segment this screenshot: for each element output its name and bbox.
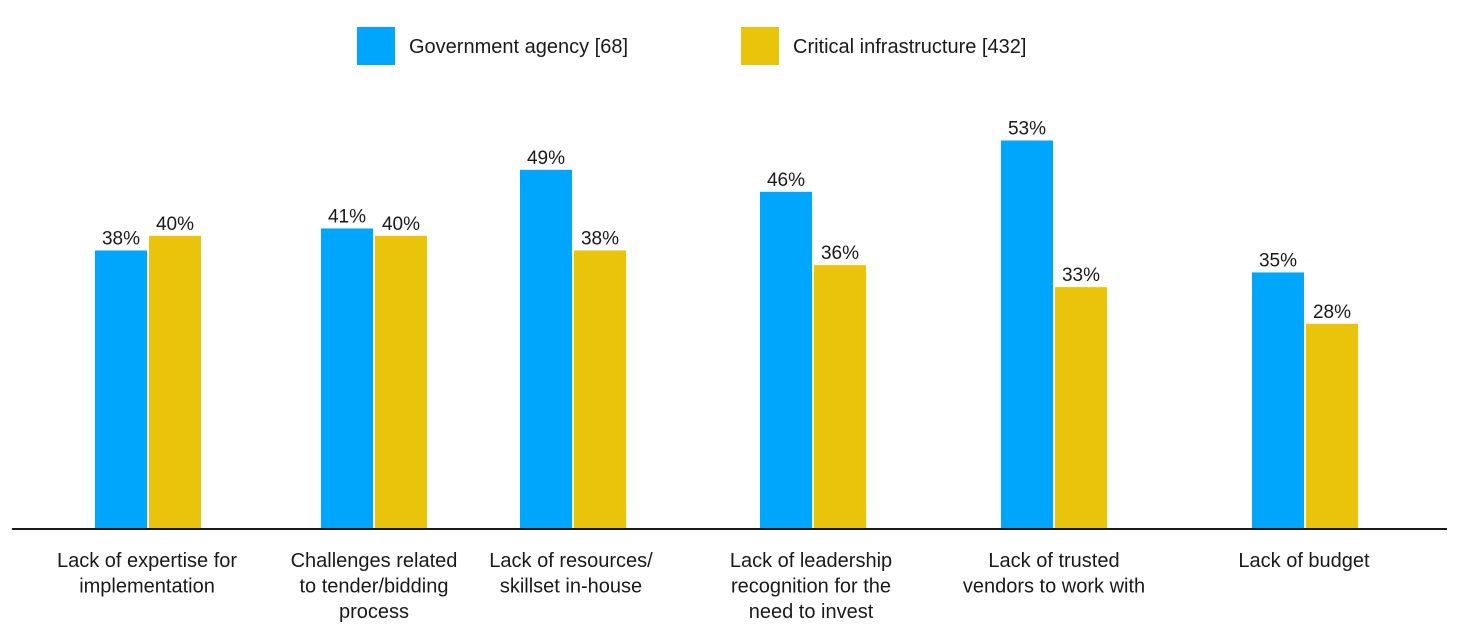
bar-series0-cat5 [1252,272,1304,529]
bar-series0-cat3 [760,191,812,529]
bar-series1-cat0 [149,235,201,530]
value-label-series1-cat5: 28% [1313,302,1351,323]
category-label-3: Lack of leadership recognition for the nee… [730,550,892,623]
value-label-series1-cat0: 40% [156,214,194,235]
value-label-series0-cat0: 38% [102,228,140,249]
bar-series1-cat3 [814,265,866,529]
category-labels: Lack of expertise for implementation Chall… [57,550,1370,623]
bar-series0-cat0 [95,250,147,529]
category-label-5: Lack of budget [1238,550,1370,572]
bar-series0-cat4 [1001,140,1053,529]
bar-series1-cat5 [1306,323,1358,529]
bar-series0-cat2 [520,169,572,529]
legend-label-0: Government agency [68] [409,36,628,58]
legend: Government agency [68] Critical infrastru… [357,27,1026,65]
bars [95,140,1358,530]
bar-series1-cat4 [1055,287,1107,529]
legend-label-1: Critical infrastructure [432] [793,36,1026,58]
value-label-series0-cat4: 53% [1008,119,1046,140]
value-label-series0-cat2: 49% [527,148,565,169]
value-labels: 38% 41% 49% 46% 53% 35% 40% 40% 38% 36% 33% 28% [102,119,1351,323]
legend-swatch-1 [741,27,779,65]
value-label-series1-cat1: 40% [382,214,420,235]
value-label-series0-cat5: 35% [1259,250,1297,271]
category-label-1: Challenges related to tender/bidding proce… [291,550,458,623]
value-label-series1-cat4: 33% [1062,265,1100,286]
legend-swatch-0 [357,27,395,65]
value-label-series1-cat3: 36% [821,243,859,264]
value-label-series0-cat1: 41% [328,206,366,227]
bar-series1-cat2 [574,250,626,529]
category-label-2: Lack of resources/skillset in-house [489,550,653,598]
value-label-series1-cat2: 38% [581,228,619,249]
value-label-series0-cat3: 46% [767,170,805,191]
category-label-0: Lack of expertise for implementation [57,550,237,598]
bar-series1-cat1 [375,235,427,530]
bar-series0-cat1 [321,228,373,529]
category-label-4: Lack of trusted vendors to work with [963,550,1145,598]
